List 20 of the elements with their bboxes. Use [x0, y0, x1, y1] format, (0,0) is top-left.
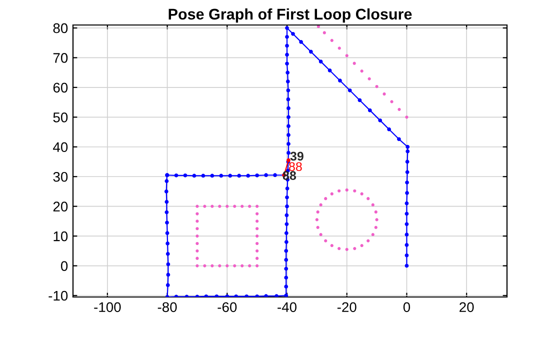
x-tick-label: -60 — [218, 302, 237, 312]
y-tick-label: 30 — [53, 172, 68, 182]
x-tick-label: -80 — [158, 302, 177, 312]
y-tick-label: 50 — [53, 112, 68, 122]
x-tick-label: 20 — [460, 302, 474, 312]
y-tick-label: 40 — [53, 142, 68, 152]
y-tick-label: 10 — [54, 231, 68, 242]
y-tick-label: -10 — [48, 290, 68, 301]
y-tick-label: 70 — [53, 53, 68, 63]
x-tick-label: -20 — [337, 302, 356, 312]
x-tick-label: 0 — [403, 302, 410, 312]
x-tick-label: -100 — [94, 302, 121, 312]
y-tick-label: 80 — [53, 23, 68, 34]
annotation: 39 — [290, 152, 304, 161]
x-tick-label: -40 — [278, 302, 296, 312]
y-tick-label: 20 — [53, 202, 68, 212]
chart-title: Pose Graph of First Loop Closure — [168, 8, 412, 23]
y-tick-label: 0 — [60, 261, 68, 271]
y-tick-label: 60 — [53, 82, 68, 93]
annotation: 88 — [289, 162, 302, 172]
